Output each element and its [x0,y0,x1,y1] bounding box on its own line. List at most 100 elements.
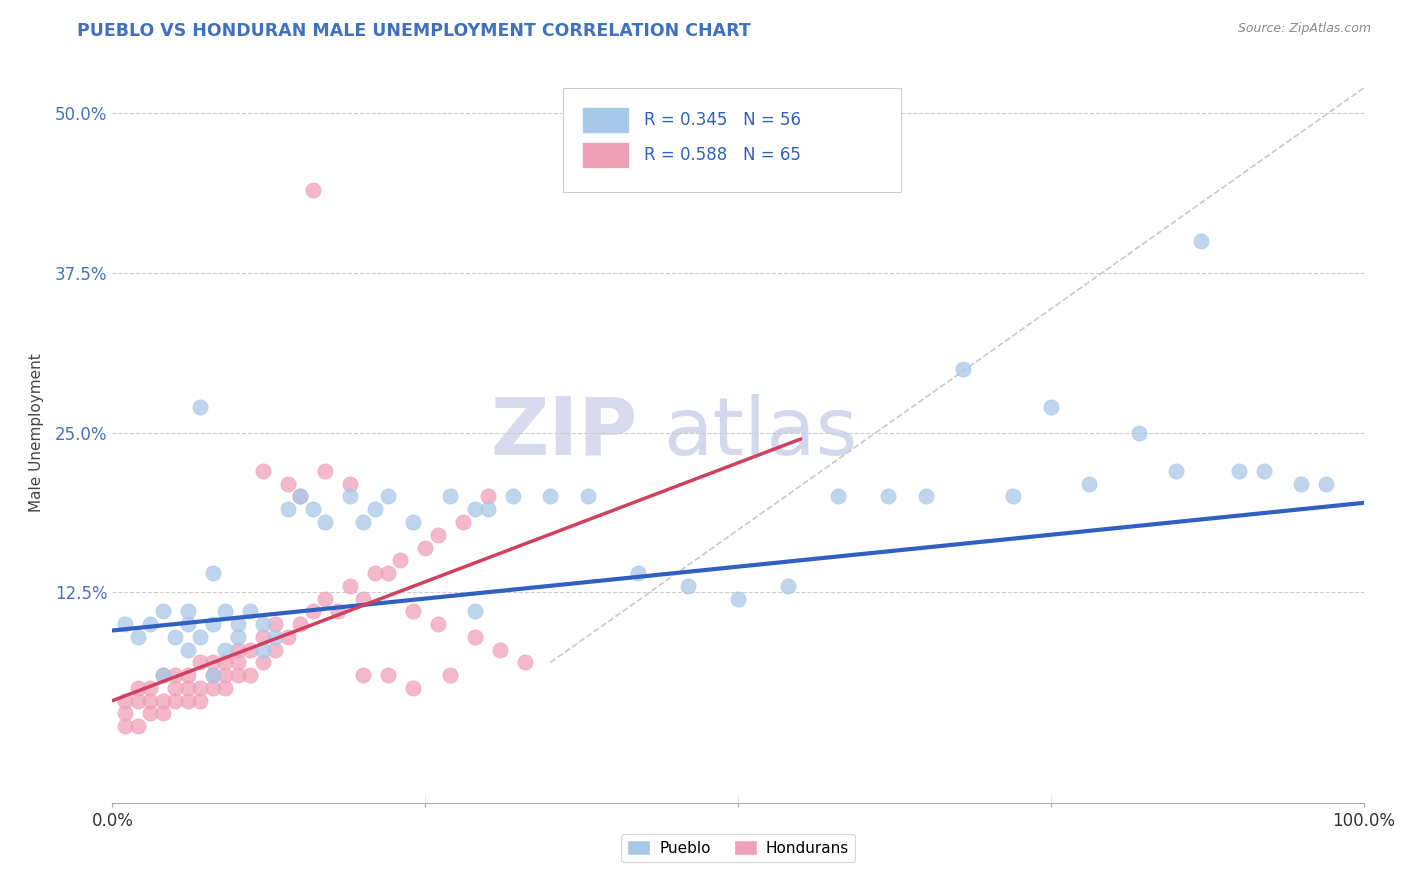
Point [477,502,499,516]
Point [339,490,361,504]
Point [176,694,198,708]
Point [326,604,349,618]
Point [264,642,287,657]
Point [1291,476,1313,491]
Point [214,668,236,682]
Point [464,630,486,644]
Point [152,706,174,721]
Point [152,668,174,682]
Point [139,681,162,695]
Bar [582,107,630,133]
Text: R = 0.588   N = 65: R = 0.588 N = 65 [644,146,801,164]
Point [139,706,162,721]
Text: atlas: atlas [664,393,858,472]
Point [377,668,399,682]
Point [201,681,224,695]
Point [290,490,312,504]
Point [127,630,149,644]
Point [464,604,486,618]
Point [201,617,224,632]
Point [114,617,136,632]
Point [176,604,198,618]
Point [439,490,461,504]
Point [301,604,323,618]
Point [226,617,249,632]
Point [827,490,849,504]
Point [489,642,512,657]
Point [114,694,136,708]
Point [188,400,211,414]
Point [464,502,486,516]
Point [127,719,149,733]
Point [1227,464,1250,478]
Point [290,490,312,504]
Point [314,515,336,529]
Point [389,553,412,567]
Point [114,719,136,733]
Point [226,668,249,682]
Point [226,630,249,644]
Point [277,502,299,516]
Point [352,668,374,682]
Point [377,490,399,504]
Point [314,464,336,478]
Point [214,656,236,670]
Point [1189,234,1212,248]
Point [214,642,236,657]
Point [176,642,198,657]
Point [127,681,149,695]
Point [1077,476,1099,491]
Point [377,566,399,580]
Point [502,490,524,504]
Point [1315,476,1337,491]
Point [188,630,211,644]
Point [676,579,699,593]
Point [163,668,186,682]
Point [188,694,211,708]
Point [301,183,323,197]
Point [277,476,299,491]
Point [139,617,162,632]
Point [163,694,186,708]
Legend: Pueblo, Hondurans: Pueblo, Hondurans [621,834,855,862]
Point [214,604,236,618]
Point [576,490,599,504]
Point [188,656,211,670]
Point [402,681,425,695]
Point [413,541,436,555]
Point [515,656,537,670]
Point [1128,425,1150,440]
Point [201,668,224,682]
Text: ZIP: ZIP [491,393,638,472]
Point [426,617,449,632]
Point [127,694,149,708]
Point [239,604,262,618]
Point [176,681,198,695]
Text: Source: ZipAtlas.com: Source: ZipAtlas.com [1237,22,1371,36]
Text: R = 0.345   N = 56: R = 0.345 N = 56 [644,112,801,129]
Point [252,630,274,644]
Point [339,579,361,593]
Point [201,656,224,670]
Point [252,617,274,632]
Point [252,464,274,478]
Point [1164,464,1187,478]
Point [152,604,174,618]
Point [778,579,800,593]
Point [314,591,336,606]
Bar [582,142,630,168]
Point [226,642,249,657]
Point [176,617,198,632]
Point [1253,464,1275,478]
Point [915,490,938,504]
Point [252,656,274,670]
Point [201,668,224,682]
Point [426,527,449,541]
Point [252,642,274,657]
Point [152,668,174,682]
Point [239,642,262,657]
Text: PUEBLO VS HONDURAN MALE UNEMPLOYMENT CORRELATION CHART: PUEBLO VS HONDURAN MALE UNEMPLOYMENT COR… [77,22,751,40]
Point [139,694,162,708]
Point [152,694,174,708]
Point [402,604,425,618]
